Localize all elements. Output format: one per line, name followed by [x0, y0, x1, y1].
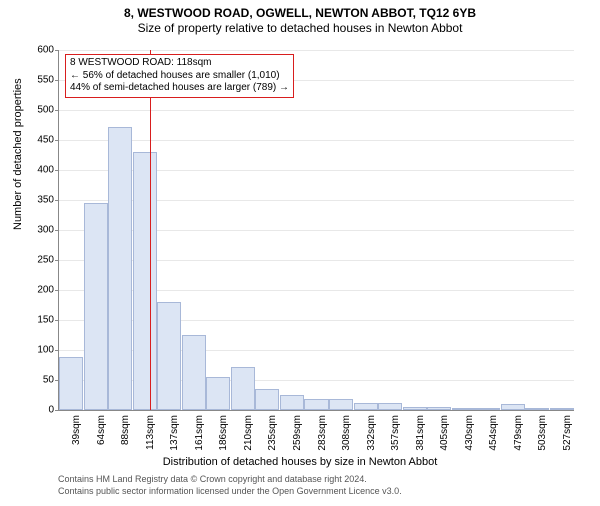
y-axis-label: Number of detached properties	[12, 78, 24, 230]
ytick-mark	[55, 320, 59, 321]
histogram-bar	[476, 408, 500, 410]
histogram-bar	[206, 377, 230, 410]
ytick-mark	[55, 260, 59, 261]
annotation-line-2: ← 56% of detached houses are smaller (1,…	[70, 70, 289, 83]
histogram-bar	[403, 407, 427, 410]
histogram-bar	[525, 408, 549, 410]
histogram-bar	[182, 335, 206, 410]
ytick-label: 500	[24, 105, 54, 116]
ytick-mark	[55, 140, 59, 141]
ytick-mark	[55, 350, 59, 351]
chart-title-main: 8, WESTWOOD ROAD, OGWELL, NEWTON ABBOT, …	[0, 6, 600, 20]
histogram-bar	[304, 399, 328, 410]
ytick-mark	[55, 200, 59, 201]
reference-line	[150, 50, 151, 410]
histogram-bar	[329, 399, 353, 410]
histogram-bar	[231, 367, 255, 410]
ytick-mark	[55, 230, 59, 231]
histogram-bar	[427, 407, 451, 410]
histogram-bar	[501, 404, 525, 410]
annotation-box: 8 WESTWOOD ROAD: 118sqm← 56% of detached…	[65, 54, 294, 98]
histogram-bar	[354, 403, 378, 410]
chart-title-sub: Size of property relative to detached ho…	[0, 21, 600, 35]
annotation-line-1: 8 WESTWOOD ROAD: 118sqm	[70, 57, 289, 70]
histogram-bar	[59, 357, 83, 410]
plot-region: 05010015020025030035040045050055060039sq…	[58, 50, 574, 411]
ytick-label: 450	[24, 135, 54, 146]
ytick-label: 0	[24, 405, 54, 416]
ytick-label: 350	[24, 195, 54, 206]
ytick-mark	[55, 290, 59, 291]
ytick-label: 150	[24, 315, 54, 326]
annotation-line-3: 44% of semi-detached houses are larger (…	[70, 82, 289, 95]
ytick-label: 200	[24, 285, 54, 296]
ytick-label: 400	[24, 165, 54, 176]
ytick-label: 100	[24, 345, 54, 356]
gridline	[59, 140, 574, 141]
chart-area: 05010015020025030035040045050055060039sq…	[58, 50, 573, 410]
histogram-bar	[157, 302, 181, 410]
histogram-bar	[255, 389, 279, 410]
ytick-mark	[55, 110, 59, 111]
ytick-mark	[55, 170, 59, 171]
ytick-label: 300	[24, 225, 54, 236]
ytick-mark	[55, 410, 59, 411]
histogram-bar	[550, 408, 574, 410]
gridline	[59, 110, 574, 111]
footer-copyright-2: Contains public sector information licen…	[58, 486, 402, 496]
ytick-label: 50	[24, 375, 54, 386]
histogram-bar	[84, 203, 108, 410]
histogram-bar	[280, 395, 304, 410]
ytick-mark	[55, 80, 59, 81]
ytick-label: 550	[24, 75, 54, 86]
histogram-bar	[108, 127, 132, 410]
footer-copyright-1: Contains HM Land Registry data © Crown c…	[58, 474, 367, 484]
histogram-bar	[133, 152, 157, 410]
ytick-label: 600	[24, 45, 54, 56]
histogram-bar	[378, 403, 402, 410]
gridline	[59, 50, 574, 51]
ytick-label: 250	[24, 255, 54, 266]
ytick-mark	[55, 50, 59, 51]
x-axis-label: Distribution of detached houses by size …	[0, 456, 600, 468]
histogram-bar	[452, 408, 476, 410]
